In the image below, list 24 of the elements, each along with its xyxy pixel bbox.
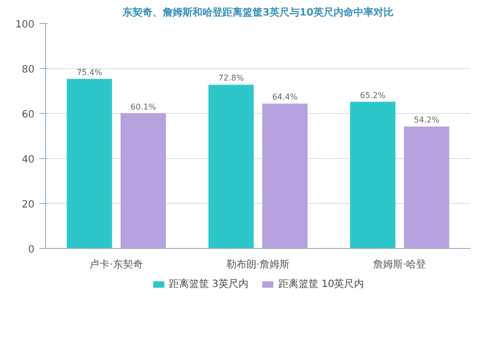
x-tick-label: 卢卡·东契奇 [90, 258, 143, 270]
legend-label: 距离篮筐 10英尺内 [278, 278, 364, 291]
legend-label: 距离篮筐 3英尺内 [168, 278, 248, 291]
x-tick-label: 勒布朗·詹姆斯 [226, 258, 290, 270]
data-label: 75.4% [76, 68, 103, 77]
bar [262, 104, 308, 248]
bar [66, 78, 112, 248]
data-label: 64.4% [272, 92, 298, 102]
y-tick-label: 0 [28, 244, 35, 256]
x-tick-label: 詹姆斯·哈登 [373, 258, 426, 270]
y-tick-label: 80 [22, 64, 35, 76]
data-label: 65.2% [360, 90, 386, 100]
y-tick-label: 20 [22, 200, 35, 210]
y-tick-label: 60 [22, 110, 35, 120]
data-label: 60.1% [130, 102, 156, 112]
data-label: 54.2% [414, 116, 440, 125]
bar [404, 126, 450, 248]
data-label: 72.8% [218, 74, 244, 83]
bar [350, 102, 396, 248]
bar [208, 84, 254, 248]
y-tick-label: 40 [22, 154, 35, 166]
bar [120, 113, 166, 248]
chart-title: 东契奇、詹姆斯和哈登距离篮筐3英尺与10英尺内命中率对比 [122, 6, 394, 18]
y-tick-label: 100 [15, 20, 35, 30]
